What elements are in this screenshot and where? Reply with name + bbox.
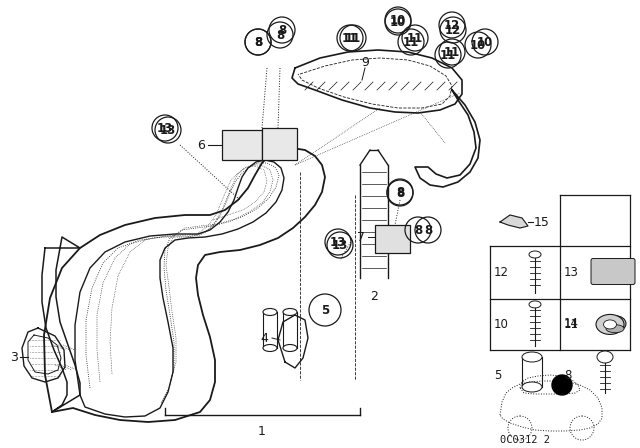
Text: 11: 11 (440, 48, 456, 61)
Text: 8: 8 (414, 224, 422, 237)
Ellipse shape (522, 382, 542, 392)
Text: 11: 11 (564, 318, 579, 331)
Text: 7: 7 (357, 231, 365, 244)
Text: 13: 13 (564, 266, 579, 279)
Text: 10: 10 (494, 318, 509, 331)
Text: 12: 12 (444, 18, 460, 31)
Text: 6: 6 (197, 138, 205, 151)
Text: 8: 8 (254, 35, 262, 48)
Text: 3: 3 (10, 350, 18, 363)
Text: 10: 10 (390, 13, 406, 26)
Text: 15: 15 (534, 215, 550, 228)
Text: 12: 12 (445, 23, 461, 36)
Text: 9: 9 (361, 56, 369, 69)
Text: 5: 5 (321, 303, 329, 316)
Text: 5: 5 (494, 369, 501, 382)
Text: 4: 4 (260, 332, 268, 345)
Ellipse shape (263, 309, 277, 315)
Bar (262, 128, 297, 160)
Ellipse shape (283, 345, 297, 352)
Text: 11: 11 (403, 35, 419, 48)
Ellipse shape (529, 301, 541, 308)
Text: 13: 13 (160, 124, 176, 137)
Text: 0C0312 2: 0C0312 2 (500, 435, 550, 445)
Text: 8: 8 (254, 35, 262, 48)
Text: 8: 8 (424, 224, 432, 237)
FancyBboxPatch shape (591, 258, 635, 284)
Text: 2: 2 (370, 290, 378, 303)
Circle shape (552, 375, 572, 395)
Ellipse shape (604, 320, 616, 329)
Text: 11: 11 (407, 31, 423, 44)
Bar (222, 130, 262, 160)
Text: 8: 8 (276, 29, 284, 42)
Ellipse shape (604, 316, 626, 332)
Text: 11: 11 (444, 46, 460, 59)
Text: 8: 8 (564, 369, 572, 382)
Text: 13: 13 (330, 236, 346, 249)
Ellipse shape (597, 351, 613, 363)
Polygon shape (500, 215, 528, 228)
Text: 8: 8 (278, 23, 286, 36)
Text: 13: 13 (157, 121, 173, 134)
Bar (375, 225, 410, 253)
Text: 8: 8 (396, 186, 404, 199)
Text: 10: 10 (470, 39, 486, 52)
Ellipse shape (283, 309, 297, 315)
Text: 10: 10 (477, 35, 493, 48)
Text: 13: 13 (332, 238, 348, 251)
Ellipse shape (263, 345, 277, 352)
Text: 11: 11 (342, 31, 358, 44)
Text: 8: 8 (396, 185, 404, 198)
Ellipse shape (606, 325, 624, 333)
Text: 14: 14 (564, 317, 579, 330)
Text: 1: 1 (258, 425, 266, 438)
Text: 12: 12 (494, 266, 509, 279)
Text: 10: 10 (390, 16, 406, 29)
Ellipse shape (596, 314, 624, 334)
Text: 11: 11 (345, 31, 361, 44)
Ellipse shape (529, 251, 541, 258)
Ellipse shape (522, 352, 542, 362)
